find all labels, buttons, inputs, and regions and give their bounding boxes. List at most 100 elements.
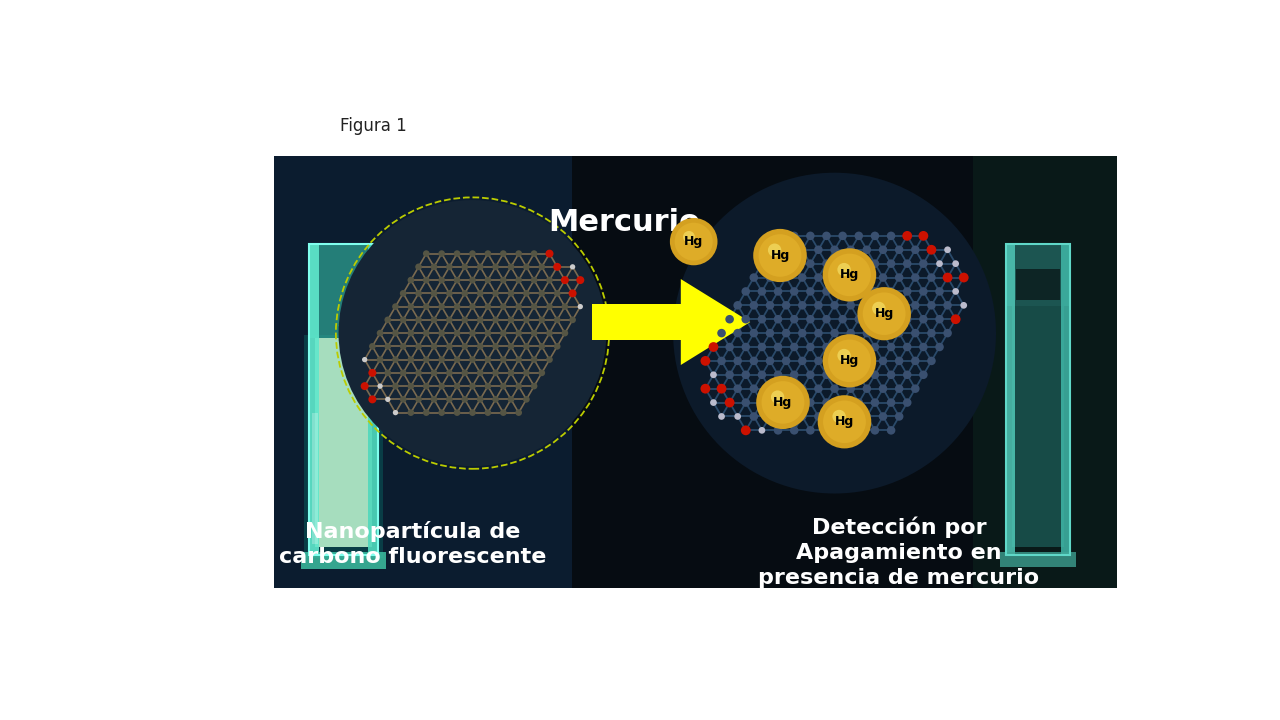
- Ellipse shape: [806, 426, 814, 435]
- Ellipse shape: [524, 317, 530, 323]
- Ellipse shape: [797, 329, 806, 338]
- Ellipse shape: [384, 369, 392, 376]
- Ellipse shape: [814, 246, 823, 254]
- FancyBboxPatch shape: [1011, 307, 1064, 546]
- Ellipse shape: [753, 229, 806, 282]
- Ellipse shape: [430, 343, 438, 350]
- Ellipse shape: [485, 276, 492, 284]
- Ellipse shape: [806, 259, 814, 268]
- Ellipse shape: [684, 231, 695, 243]
- Ellipse shape: [568, 289, 576, 297]
- FancyBboxPatch shape: [973, 156, 1117, 588]
- Ellipse shape: [823, 334, 877, 387]
- Ellipse shape: [422, 276, 430, 284]
- Text: Hg: Hg: [771, 249, 790, 262]
- Ellipse shape: [838, 426, 847, 435]
- Ellipse shape: [814, 384, 823, 393]
- Ellipse shape: [453, 356, 461, 363]
- FancyBboxPatch shape: [274, 156, 1117, 588]
- Ellipse shape: [943, 329, 952, 338]
- Ellipse shape: [493, 396, 499, 402]
- Ellipse shape: [831, 246, 838, 254]
- Ellipse shape: [470, 356, 476, 363]
- Text: Mercurio: Mercurio: [548, 208, 700, 237]
- Ellipse shape: [539, 369, 545, 376]
- Ellipse shape: [741, 315, 750, 323]
- Ellipse shape: [758, 398, 767, 407]
- Ellipse shape: [453, 303, 461, 310]
- Ellipse shape: [500, 251, 507, 257]
- Ellipse shape: [741, 398, 750, 407]
- Ellipse shape: [369, 395, 376, 403]
- Ellipse shape: [814, 329, 823, 338]
- Ellipse shape: [485, 383, 492, 390]
- Ellipse shape: [547, 303, 553, 310]
- Ellipse shape: [376, 356, 384, 363]
- Ellipse shape: [806, 315, 814, 323]
- Ellipse shape: [936, 287, 943, 296]
- Ellipse shape: [831, 301, 838, 310]
- Ellipse shape: [415, 317, 422, 323]
- Ellipse shape: [438, 409, 445, 416]
- Ellipse shape: [445, 290, 453, 297]
- Ellipse shape: [726, 315, 733, 323]
- Ellipse shape: [846, 412, 855, 420]
- Ellipse shape: [838, 259, 847, 268]
- Ellipse shape: [524, 343, 530, 350]
- Ellipse shape: [911, 329, 919, 338]
- Ellipse shape: [445, 264, 453, 270]
- Ellipse shape: [943, 301, 952, 310]
- Ellipse shape: [710, 399, 717, 406]
- Ellipse shape: [878, 412, 887, 420]
- Ellipse shape: [773, 343, 782, 351]
- Ellipse shape: [936, 261, 943, 267]
- Ellipse shape: [790, 343, 799, 351]
- Ellipse shape: [863, 301, 872, 310]
- Ellipse shape: [771, 390, 785, 404]
- FancyBboxPatch shape: [1006, 244, 1015, 555]
- Ellipse shape: [797, 384, 806, 393]
- Ellipse shape: [726, 371, 733, 379]
- Ellipse shape: [870, 398, 879, 407]
- Ellipse shape: [438, 276, 445, 284]
- Ellipse shape: [895, 246, 904, 254]
- Ellipse shape: [863, 329, 872, 338]
- Ellipse shape: [942, 273, 952, 282]
- Ellipse shape: [855, 426, 863, 435]
- Ellipse shape: [453, 330, 461, 336]
- Ellipse shape: [814, 274, 823, 282]
- Ellipse shape: [430, 396, 438, 402]
- Ellipse shape: [675, 222, 713, 261]
- Ellipse shape: [399, 396, 407, 402]
- Ellipse shape: [376, 330, 384, 336]
- Ellipse shape: [831, 274, 838, 282]
- Ellipse shape: [539, 343, 545, 350]
- Ellipse shape: [773, 426, 782, 435]
- Ellipse shape: [407, 383, 415, 390]
- Ellipse shape: [415, 290, 422, 297]
- Ellipse shape: [855, 287, 863, 296]
- Ellipse shape: [911, 274, 919, 282]
- Ellipse shape: [895, 329, 904, 338]
- Ellipse shape: [392, 383, 399, 390]
- Ellipse shape: [470, 251, 476, 257]
- Ellipse shape: [822, 259, 831, 268]
- Ellipse shape: [822, 398, 831, 407]
- Ellipse shape: [477, 396, 484, 402]
- Ellipse shape: [399, 290, 407, 297]
- Ellipse shape: [392, 330, 399, 336]
- Ellipse shape: [493, 343, 499, 350]
- Ellipse shape: [547, 276, 553, 284]
- Ellipse shape: [500, 356, 507, 363]
- Ellipse shape: [562, 303, 568, 310]
- Ellipse shape: [545, 250, 553, 258]
- Ellipse shape: [855, 371, 863, 379]
- Ellipse shape: [782, 246, 791, 254]
- Ellipse shape: [461, 343, 468, 350]
- Ellipse shape: [846, 274, 855, 282]
- Ellipse shape: [485, 303, 492, 310]
- Ellipse shape: [453, 251, 461, 257]
- Ellipse shape: [422, 383, 430, 390]
- Ellipse shape: [814, 301, 823, 310]
- Ellipse shape: [902, 398, 911, 407]
